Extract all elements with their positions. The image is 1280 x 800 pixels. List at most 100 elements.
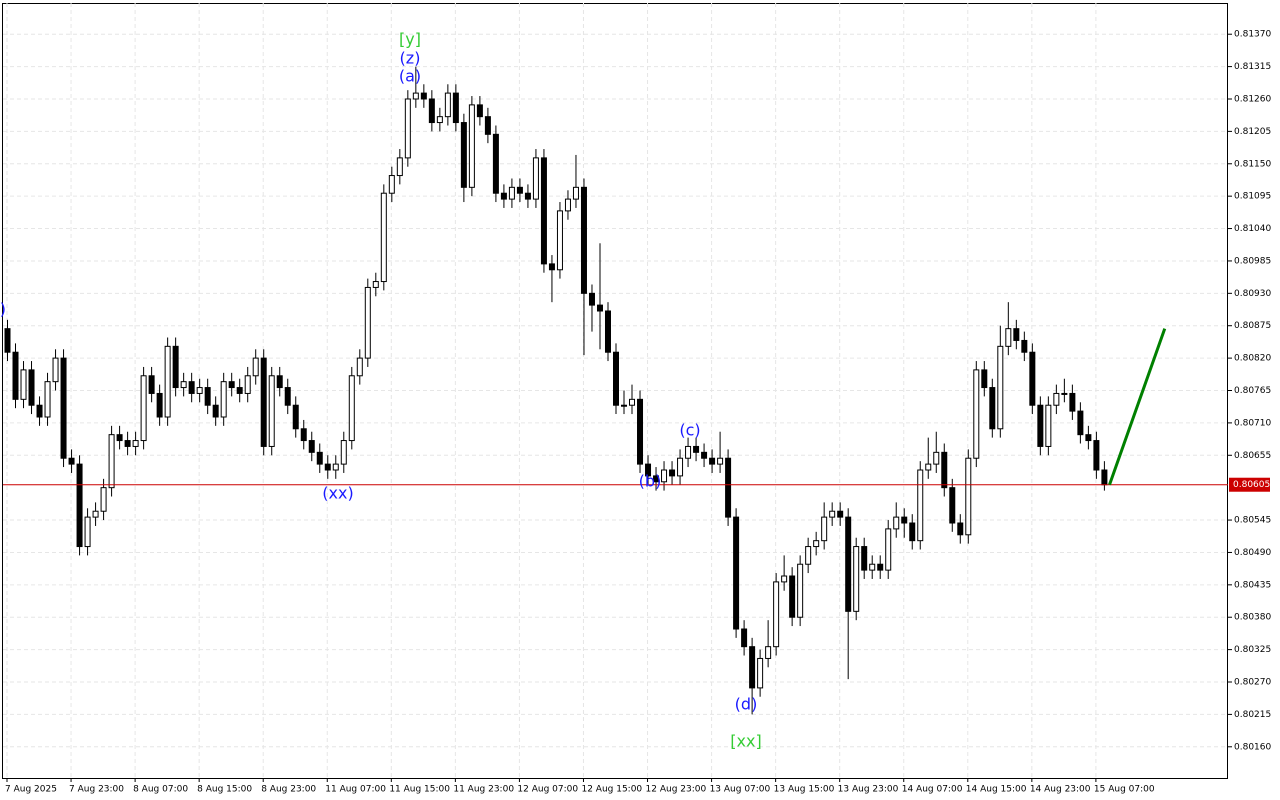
wave-label: (z)	[400, 49, 421, 68]
candle-body	[725, 457, 732, 518]
y-tick-label: 0.80765	[1234, 386, 1271, 396]
candle-body	[613, 351, 619, 406]
candle-body	[556, 210, 563, 271]
candle-body	[837, 510, 844, 518]
wave-label: (y)	[0, 300, 6, 319]
candle-body	[52, 357, 59, 383]
x-tick-label: 8 Aug 15:00	[197, 785, 252, 795]
wave-label: (xx)	[322, 484, 353, 503]
candle-body	[637, 398, 644, 465]
candle-body	[1101, 469, 1108, 486]
candle-body	[340, 440, 347, 465]
candle-body	[292, 404, 299, 430]
y-tick-label: 0.80985	[1234, 256, 1271, 266]
candle-body	[661, 469, 668, 483]
candle-body	[76, 463, 83, 548]
candle-body	[148, 375, 155, 394]
x-tick-label: 8 Aug 07:00	[133, 785, 188, 795]
y-tick-label: 0.80875	[1234, 321, 1271, 331]
candle-body	[1077, 410, 1084, 436]
candle-body	[300, 428, 307, 442]
candle-body	[20, 369, 27, 400]
candle-body	[861, 546, 868, 571]
x-tick-label: 11 Aug 15:00	[389, 785, 450, 795]
candle-body	[204, 387, 211, 406]
candle-body	[588, 292, 595, 306]
candle-body	[925, 463, 932, 471]
y-tick-label: 0.80160	[1234, 742, 1271, 752]
candle-body	[933, 451, 940, 465]
candle-body	[797, 563, 804, 618]
candle-body	[172, 345, 179, 389]
y-tick-label: 0.81315	[1234, 62, 1271, 72]
candle-body	[717, 457, 724, 465]
candle-body	[308, 440, 315, 453]
candle-body	[877, 563, 884, 571]
candle-body	[572, 186, 579, 200]
candle-body	[693, 445, 700, 453]
candle-body	[645, 463, 652, 477]
candle-body	[1013, 328, 1020, 341]
candle-body	[901, 516, 908, 524]
wave-label: [y]	[399, 30, 421, 49]
x-tick-label: 13 Aug 15:00	[774, 785, 835, 795]
y-tick-label: 0.80655	[1234, 451, 1271, 461]
candle-body	[749, 646, 756, 689]
candle-body	[4, 328, 11, 353]
candle-body	[140, 375, 147, 442]
x-tick-label: 12 Aug 07:00	[517, 785, 578, 795]
candle-body	[893, 516, 900, 530]
x-tick-label: 15 Aug 07:00	[1094, 785, 1155, 795]
plot	[3, 3, 1228, 778]
x-tick-label: 11 Aug 07:00	[325, 785, 386, 795]
candle-body	[460, 122, 467, 188]
candle-body	[813, 540, 820, 548]
candle-body	[132, 440, 139, 447]
x-tick-label: 14 Aug 07:00	[902, 785, 963, 795]
candle-body	[156, 392, 163, 418]
candle-body	[60, 357, 67, 459]
candle-body	[324, 463, 331, 471]
wave-label: (b)	[639, 472, 662, 491]
x-tick-label: 13 Aug 23:00	[838, 785, 899, 795]
candle-body	[917, 469, 924, 542]
x-tick-label: 8 Aug 23:00	[261, 785, 316, 795]
candle-body	[669, 469, 676, 477]
candle-body	[508, 186, 515, 200]
candle-body	[236, 387, 243, 394]
y-tick-label: 0.80930	[1234, 289, 1271, 299]
candle-body	[853, 546, 860, 612]
candle-body	[444, 92, 451, 118]
y-tick-label: 0.80380	[1234, 613, 1271, 623]
candle-body	[124, 440, 131, 447]
candle-body	[1069, 392, 1076, 412]
candle-body	[701, 451, 708, 459]
candle-body	[596, 304, 603, 312]
x-tick-label: 13 Aug 07:00	[710, 785, 771, 795]
y-tick-label: 0.81260	[1234, 94, 1271, 104]
wave-label: [xx]	[730, 732, 761, 751]
candle-body	[885, 528, 892, 571]
candle-body	[997, 345, 1004, 430]
candle-body	[244, 375, 251, 394]
candle-body	[12, 351, 19, 400]
y-tick-label: 0.80325	[1234, 645, 1271, 655]
x-tick-label: 14 Aug 15:00	[966, 785, 1027, 795]
candle-body	[941, 451, 948, 489]
candle-body	[252, 357, 259, 377]
candle-body	[196, 387, 203, 394]
candle-body	[781, 575, 788, 583]
candle-body	[677, 457, 684, 477]
candle-body	[1029, 351, 1036, 406]
y-tick-label: 0.81150	[1234, 159, 1271, 169]
candle-body	[84, 516, 91, 548]
candle-body	[476, 104, 483, 118]
y-tick-label: 0.80820	[1234, 354, 1271, 364]
candle-body	[28, 369, 35, 406]
candle-body	[524, 192, 531, 200]
candle-body	[540, 157, 547, 265]
candle-body	[420, 92, 427, 100]
candle-body	[981, 369, 988, 389]
candle-body	[212, 404, 219, 418]
candle-body	[1053, 392, 1060, 406]
